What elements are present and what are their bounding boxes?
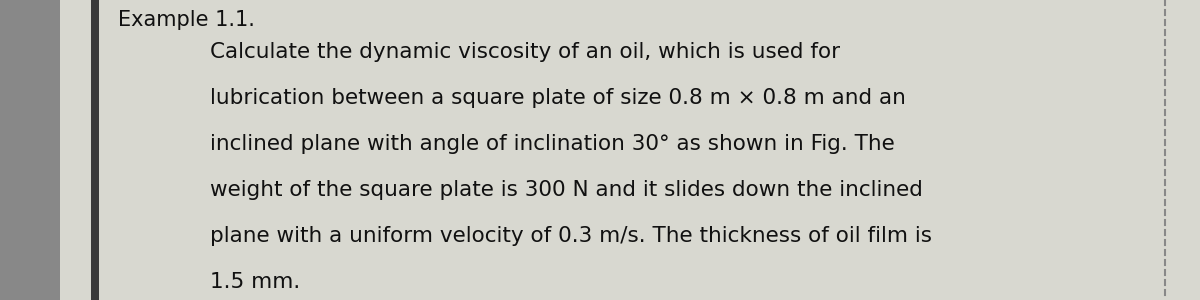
Bar [0, 0, 60, 300]
Text: weight of the square plate is 300 N and it slides down the inclined: weight of the square plate is 300 N and … [210, 180, 923, 200]
Text: 1.5 mm.: 1.5 mm. [210, 272, 300, 292]
Text: Example 1.1.: Example 1.1. [118, 10, 254, 30]
Text: plane with a uniform velocity of 0.3 m/s. The thickness of oil film is: plane with a uniform velocity of 0.3 m/s… [210, 226, 932, 246]
Text: inclined plane with angle of inclination 30° as shown in Fig. The: inclined plane with angle of inclination… [210, 134, 895, 154]
Text: lubrication between a square plate of size 0.8 m × 0.8 m and an: lubrication between a square plate of si… [210, 88, 906, 108]
Text: Calculate the dynamic viscosity of an oil, which is used for: Calculate the dynamic viscosity of an oi… [210, 42, 840, 62]
Bar [91, 0, 98, 300]
